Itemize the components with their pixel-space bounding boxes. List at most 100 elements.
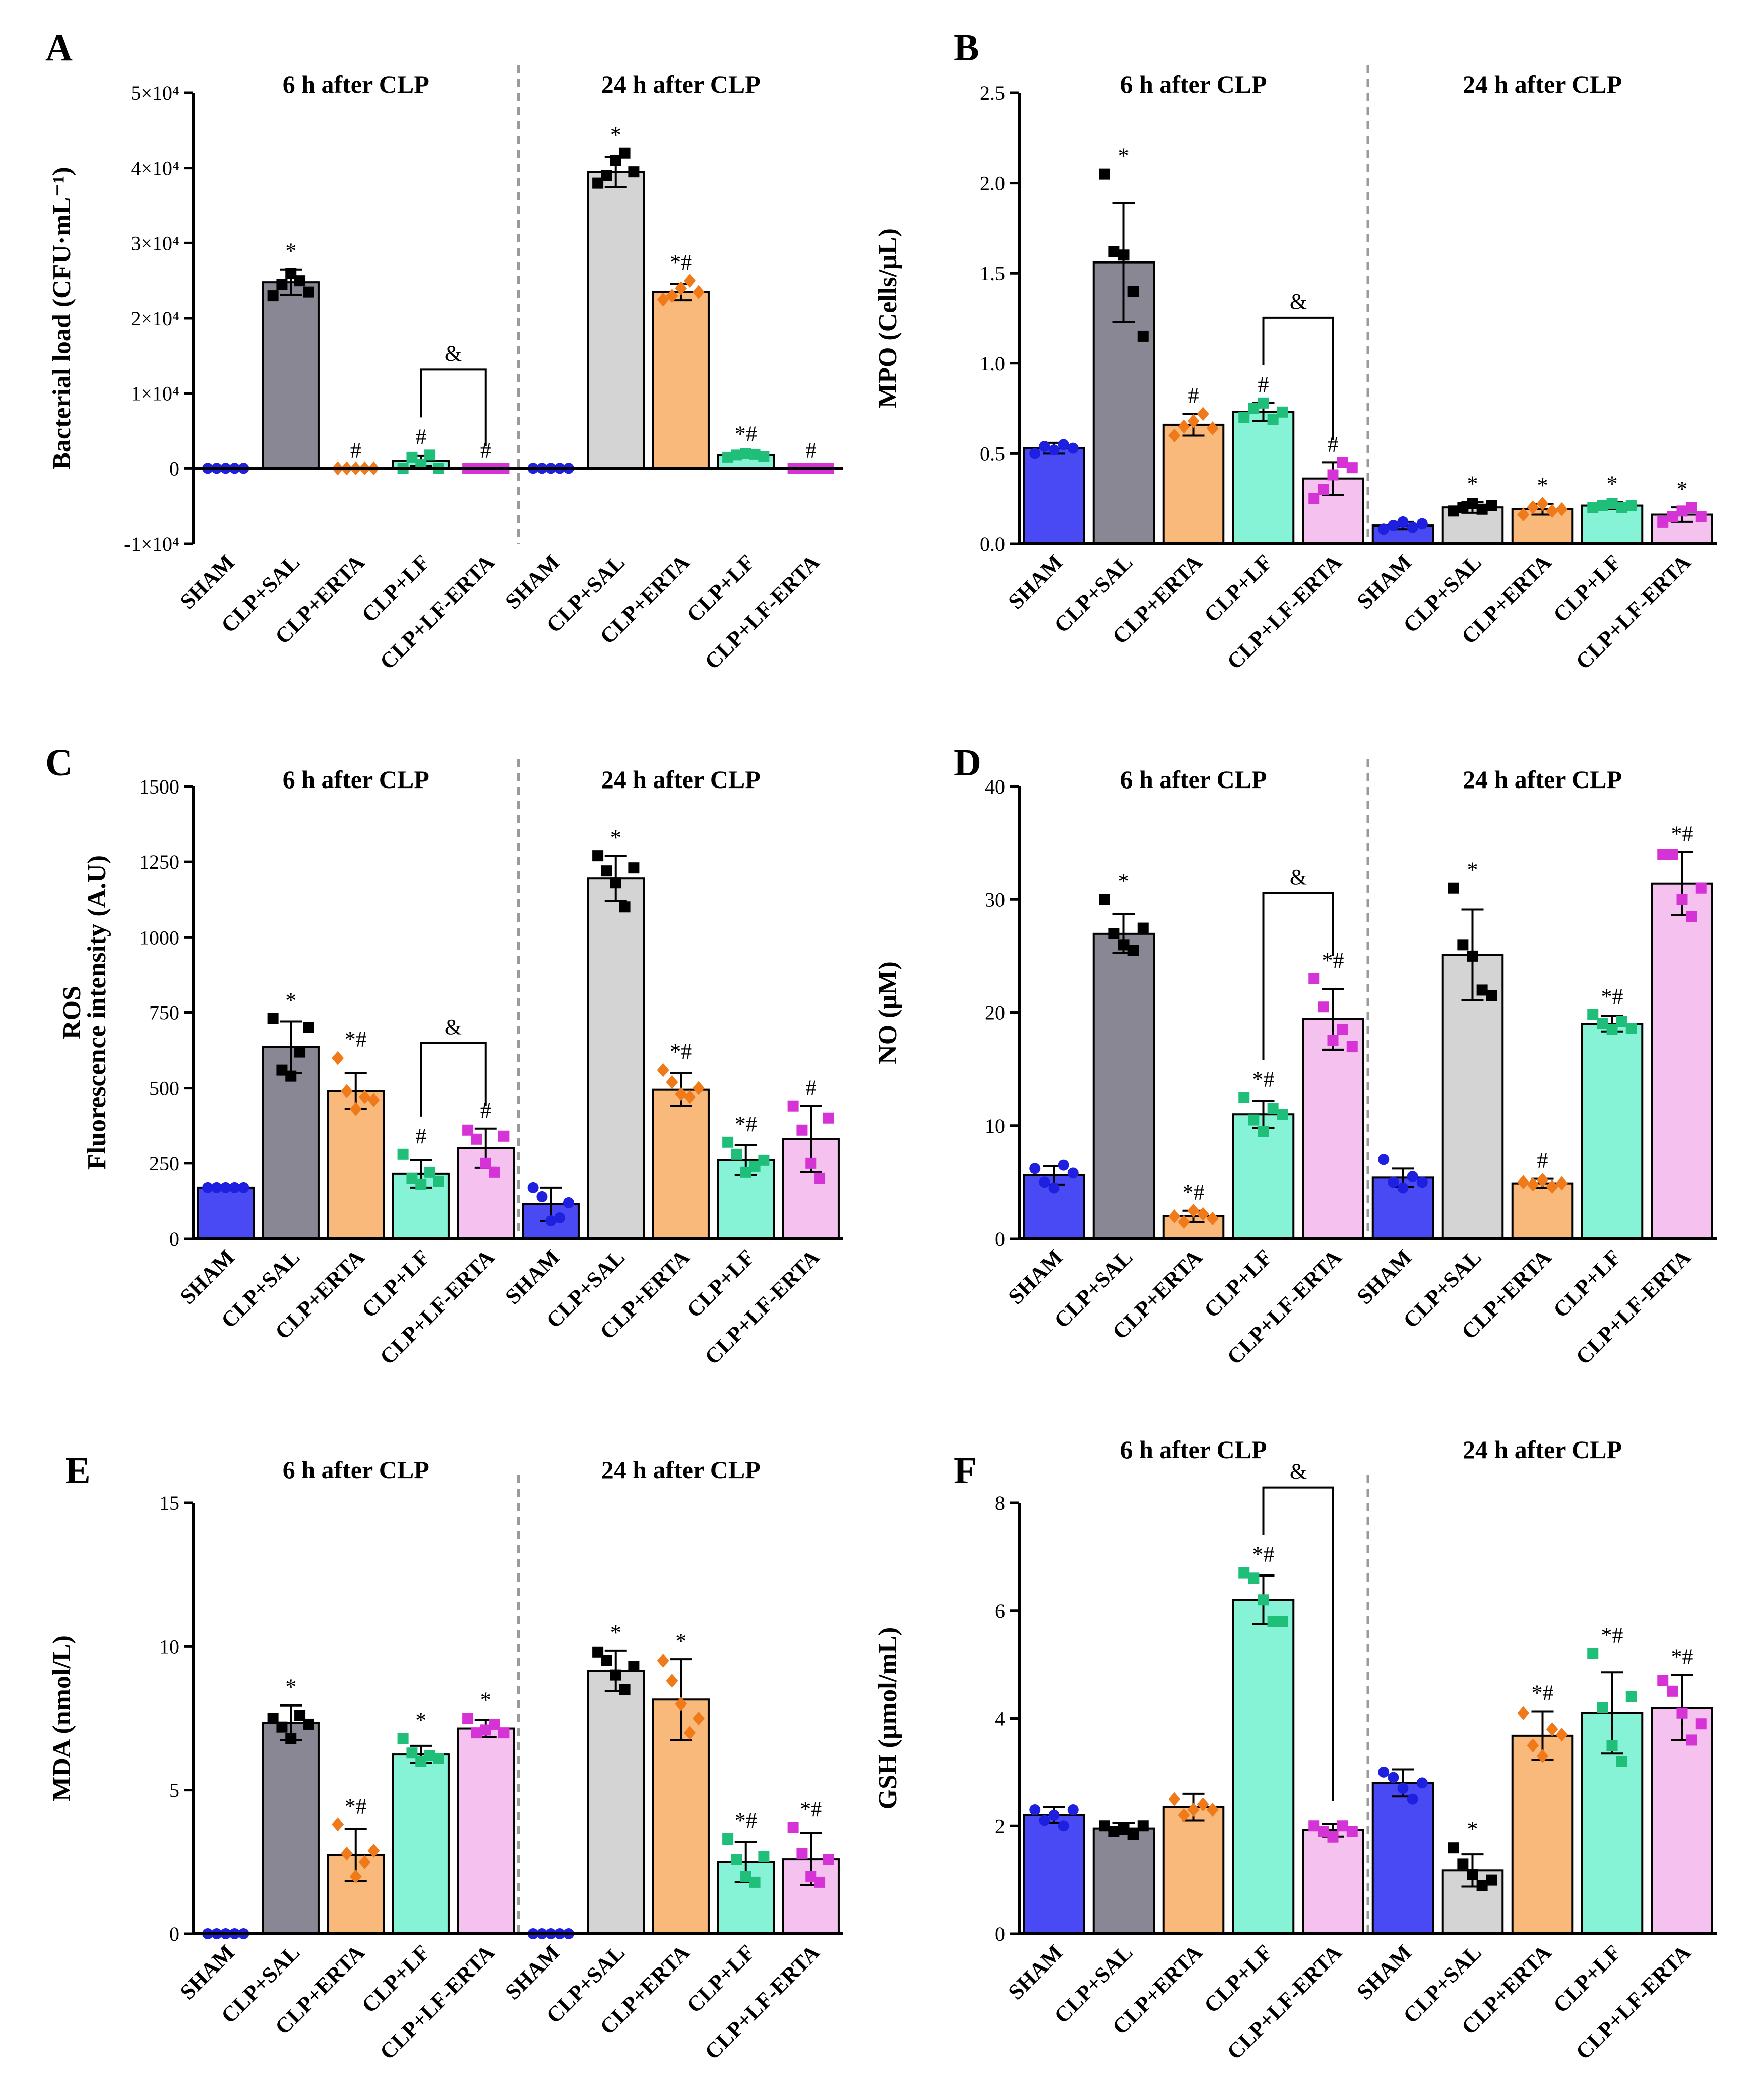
data-point [1695,882,1707,894]
data-point [796,1848,808,1859]
data-point [1676,894,1688,905]
bar-clp-sal [1441,954,1504,1240]
significance-mark: * [1467,858,1478,882]
y-tick-label: -1×10⁴ [124,533,179,555]
data-point [1168,1792,1181,1806]
data-point [1258,1126,1269,1137]
y-tick-label: 20 [985,1002,1005,1024]
bar-clp-lf [1232,411,1295,545]
x-category-label: CLP+LF-ERTA [700,550,825,674]
data-point [675,1696,687,1711]
bar-clp-lf-erta [457,1727,515,1935]
significance-mark: *# [1252,1542,1275,1567]
data-point [462,1124,474,1136]
data-point [1137,922,1149,934]
data-point [415,1178,427,1190]
data-point [1337,1820,1348,1832]
series-title-6h: 6 h after CLP [1120,765,1267,794]
data-point [285,1733,297,1744]
data-point [1039,1176,1050,1188]
data-point [1536,496,1549,511]
data-point [1448,1842,1459,1854]
significance-mark: *# [1671,822,1693,846]
comparison-mark: & [445,1015,462,1039]
y-tick-label: 0 [169,457,179,480]
data-point [238,1182,249,1193]
x-category-label: SHAM [500,1245,564,1309]
data-point [805,1157,817,1169]
bar-clp-erta [652,291,710,470]
data-point [601,1655,612,1666]
data-point [1536,1749,1549,1763]
significance-mark: # [805,1076,816,1100]
data-point [1108,928,1120,939]
x-category-label: SHAM [175,550,239,614]
significance-mark: # [1537,1148,1548,1173]
data-point [1067,1167,1079,1179]
data-point [610,1669,621,1681]
data-point [1695,511,1707,522]
y-tick-label: 750 [149,1002,179,1024]
data-point [619,1684,631,1695]
significance-mark: *# [735,1808,757,1833]
y-tick-label: 4 [995,1708,1005,1730]
data-point [1476,503,1488,515]
significance-mark: # [415,424,426,449]
data-point [740,1871,751,1882]
data-point [480,1157,491,1169]
significance-mark: # [1328,432,1339,456]
y-tick-label: 0.5 [980,442,1005,465]
data-point [1388,520,1399,532]
data-point [211,1182,222,1193]
x-category-label: SHAM [175,1940,239,2004]
data-point [657,292,669,307]
y-tick-label: 3×10⁴ [131,232,179,254]
data-point [489,1166,500,1178]
data-point [731,449,742,461]
data-point [1206,421,1219,436]
panel-label: B [954,27,979,69]
data-point [1476,984,1488,996]
data-point [628,1661,640,1672]
data-point [1378,1154,1390,1165]
data-point [303,286,314,298]
significance-mark: # [1258,372,1269,397]
data-point [1029,1804,1041,1816]
data-point [1606,1740,1618,1751]
data-point [267,290,279,302]
data-point [758,451,770,462]
x-category-label: SHAM [1352,1940,1417,2004]
data-point [1267,414,1279,425]
data-point [1457,1858,1469,1870]
y-tick-label: 8 [995,1492,1005,1514]
data-point [1337,457,1348,468]
y-tick-label: 1.5 [980,262,1005,285]
data-point [1657,516,1669,528]
data-point [722,1833,734,1845]
significance-mark: *# [1183,1180,1205,1205]
data-point [823,1112,834,1124]
data-point [1206,1211,1219,1226]
bar-clp-erta [652,1088,710,1240]
y-tick-label: 0 [995,1923,1005,1945]
x-category-label: CLP+LF-ERTA [375,550,499,674]
y-tick-label: 15 [159,1492,179,1514]
data-point [1058,439,1069,450]
y-tick-label: 2.5 [980,82,1005,104]
series-title-24h: 24 h after CLP [601,765,761,794]
data-point [1416,1777,1428,1789]
data-point [1527,1738,1539,1753]
x-category-label: SHAM [175,1245,239,1309]
data-point [332,1817,344,1832]
y-tick-label: 2 [995,1815,1005,1838]
bar-clp-lf [392,1753,450,1935]
data-point [1397,516,1409,528]
data-point [303,1022,314,1033]
data-point [1587,1009,1599,1021]
significance-mark: *# [1532,1681,1554,1705]
bar-clp-lf-erta [1302,1018,1364,1240]
data-point [758,1851,770,1862]
data-point [285,268,297,279]
data-point [1486,500,1497,511]
